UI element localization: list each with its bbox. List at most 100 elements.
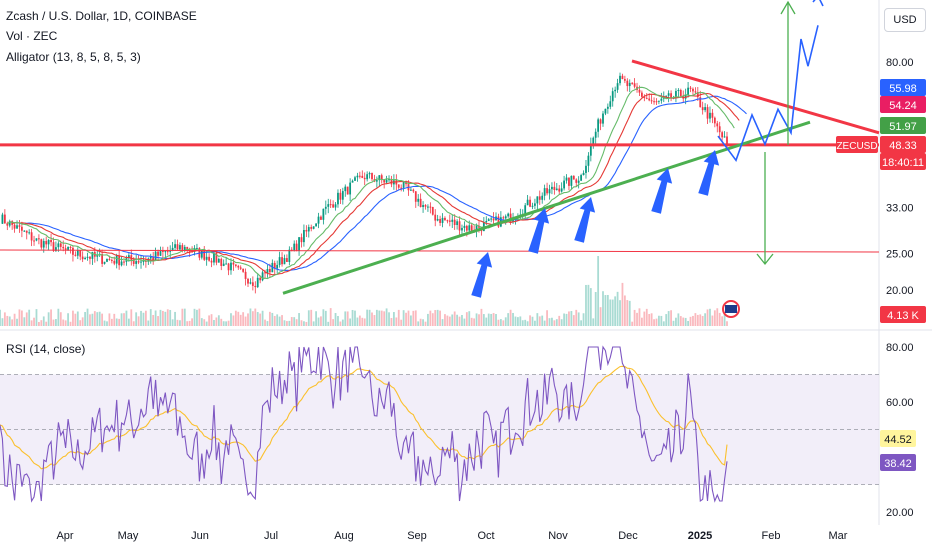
candle-body	[137, 261, 140, 263]
candle-body	[176, 244, 179, 250]
candle-body	[179, 245, 181, 250]
candle-body	[225, 263, 228, 265]
volume-bar	[621, 282, 624, 326]
volume-bar	[692, 315, 694, 326]
volume-bar	[230, 313, 232, 326]
volume-bar	[334, 313, 337, 326]
volume-bar	[176, 319, 179, 326]
volume-bar	[295, 319, 298, 326]
candle-body	[268, 268, 271, 273]
volume-bar	[40, 320, 43, 326]
candle-body	[706, 107, 709, 119]
volume-bar	[220, 318, 223, 326]
time-tick-label: Nov	[548, 530, 568, 542]
volume-bar	[682, 317, 685, 326]
candle-body	[614, 89, 617, 92]
volume-bar	[405, 312, 407, 326]
volume-bar	[655, 318, 658, 326]
volume-bar	[604, 295, 607, 326]
rsi-tick-label: 80.00	[886, 342, 914, 354]
candle-body	[205, 256, 208, 260]
candle-body	[633, 83, 636, 87]
volume-bar	[120, 313, 123, 326]
volume-bar	[660, 315, 663, 326]
candle-body	[18, 225, 21, 227]
candle-body	[667, 93, 670, 96]
candle-body	[709, 112, 711, 119]
volume-bar	[648, 314, 651, 326]
volume-bar	[208, 315, 211, 326]
volume-bar	[400, 319, 403, 326]
volume-bar	[626, 300, 629, 326]
horizontal-level-line	[0, 249, 880, 253]
volume-bar	[677, 313, 680, 326]
projection-path	[717, 25, 819, 163]
candle-body	[115, 255, 118, 264]
volume-bar	[67, 313, 69, 326]
candle-body	[385, 179, 388, 183]
volume-bar	[366, 309, 369, 326]
candle-body	[74, 254, 77, 256]
candle-body	[640, 92, 643, 97]
candle-body	[89, 256, 91, 259]
volume-bar	[215, 317, 218, 326]
price-badge-label: 51.97	[889, 121, 917, 133]
volume-bar	[276, 314, 279, 326]
volume-bar	[538, 316, 541, 326]
volume-bar	[640, 317, 643, 326]
volume-bar	[623, 295, 626, 326]
volume-bar	[388, 312, 390, 326]
candle-body	[215, 252, 218, 263]
volume-bar	[125, 310, 128, 326]
volume-bar	[13, 313, 16, 326]
candle-body	[623, 79, 626, 81]
volume-legend: Vol · ZEC	[6, 29, 58, 43]
volume-bar	[392, 312, 395, 326]
rsi-badge	[880, 430, 916, 447]
candle-body	[626, 80, 629, 87]
volume-bar	[716, 308, 719, 326]
volume-bar	[16, 318, 18, 326]
volume-bar	[412, 310, 415, 326]
candle-body	[300, 237, 303, 243]
candle-body	[81, 256, 84, 260]
candle-body	[551, 186, 553, 190]
volume-bar	[558, 315, 561, 326]
candle-body	[526, 199, 529, 206]
candle-body	[594, 131, 597, 138]
currency-button[interactable]: USD	[884, 8, 926, 32]
candle-body	[701, 107, 704, 111]
candle-body	[20, 226, 23, 231]
volume-bar	[687, 320, 689, 326]
volume-bar	[456, 314, 459, 326]
time-tick-label: Oct	[477, 530, 494, 542]
bounce-arrow-shape	[698, 150, 720, 196]
volume-bar	[358, 315, 361, 326]
volume-bar	[1, 318, 4, 326]
volume-bar	[711, 315, 714, 326]
candle-body	[55, 247, 57, 251]
candle-body	[711, 112, 714, 118]
volume-bar	[273, 315, 276, 326]
volume-bar	[205, 321, 208, 326]
candle-body	[453, 219, 456, 225]
candle-body	[492, 218, 495, 221]
candle-body	[305, 230, 308, 232]
volume-bar	[696, 314, 699, 326]
volume-bar	[560, 319, 563, 326]
time-tick-label: Jun	[191, 530, 209, 542]
volume-bar	[28, 309, 31, 326]
candle-body	[108, 258, 111, 260]
candle-body	[276, 264, 279, 269]
rsi-badge-label: 38.42	[884, 458, 912, 470]
volume-bar	[606, 294, 609, 326]
candle-body	[312, 226, 315, 229]
volume-bar	[431, 313, 434, 326]
volume-bar	[653, 319, 655, 326]
volume-bar	[514, 316, 517, 326]
candle-body	[684, 94, 687, 99]
candle-body	[726, 136, 728, 145]
candle-body	[183, 246, 186, 250]
